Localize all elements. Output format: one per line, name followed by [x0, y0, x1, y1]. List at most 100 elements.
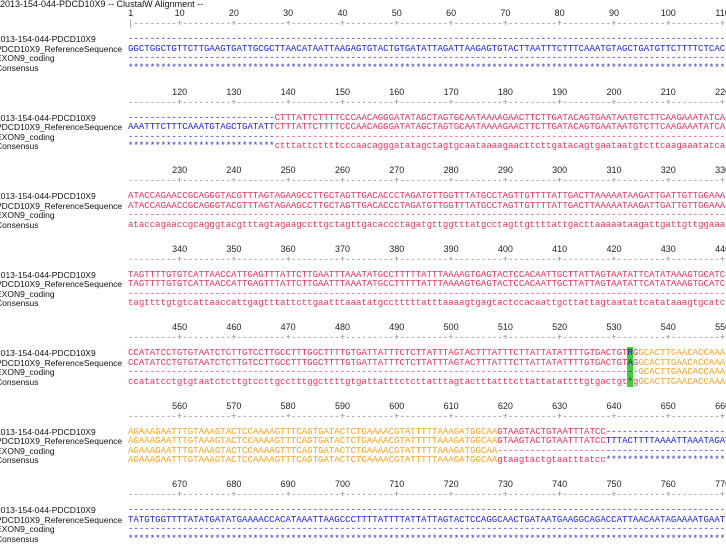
position-label: 640	[606, 400, 622, 411]
sequence-name[interactable]: 2013-154-044-PDCD10X9	[0, 191, 96, 201]
position-label: 740	[552, 479, 568, 489]
consensus-row[interactable]: Consensus AGAAAGAATTTGTAAAGTACTCCAAAAGTTT…	[0, 454, 726, 466]
sequence-name[interactable]: EXON9_coding	[0, 288, 55, 299]
sequence-text: AGAAAGAATTTGTAAAGTACTCCAAAAGTTTCAGTGATAC…	[128, 425, 725, 437]
sequence-name[interactable]: 2013-154-044-PDCD10X9	[0, 34, 96, 44]
sequence-name[interactable]: PDCD10X9_ReferenceSequence	[0, 279, 123, 289]
sequence-segment: AGAAAGAATTTGTAAAGTACTCCAAAAGTTTCAGTGATAC…	[128, 435, 498, 446]
query-row[interactable]: 2013-154-044-PDCD10X9 -------------------…	[0, 505, 726, 516]
exon-row[interactable]: EXON9_coding ----------------------------…	[0, 288, 726, 299]
sequence-segment: ****************************************…	[128, 532, 726, 544]
exon-row[interactable]: EXON9_coding ----------------------------…	[0, 130, 726, 142]
position-label: 100	[660, 8, 676, 18]
sequence-name[interactable]: EXON9_coding	[0, 131, 55, 142]
sequence-segment: GTAAGTACTGTAATTTATCC	[497, 425, 606, 437]
consensus-row[interactable]: Consensus tagttttgtgtcattaaccattgagtttatt…	[0, 298, 726, 309]
position-label: 380	[389, 243, 405, 254]
sequence-name[interactable]: EXON9_coding	[0, 210, 55, 220]
sequence-name[interactable]: Consensus	[0, 298, 39, 308]
sequence-segment: ***************************	[128, 140, 275, 151]
position-label: 330	[715, 165, 726, 175]
alignment-block: 1102030405060708090100110|--------+-----…	[0, 8, 726, 87]
alignment-block: 450460470480490500510520530540550-------…	[0, 322, 726, 401]
position-label: 630	[552, 400, 568, 411]
consensus-row[interactable]: Consensus *******************************…	[0, 61, 726, 73]
consensus-row[interactable]: Consensus ccatatcctgtgtaatctcttgtccttgcct…	[0, 375, 726, 387]
sequence-text: ----------------------------------------…	[128, 505, 725, 515]
position-ruler: ---------+---------+---------+---------+…	[128, 332, 726, 343]
query-row[interactable]: 2013-154-044-PDCD10X9 AGAAAGAATTTGTAAAGTA…	[0, 425, 726, 437]
query-row[interactable]: 2013-154-044-PDCD10X9 ATACCAGAACCGCAGGGTA…	[0, 190, 726, 202]
sequence-segment: ----------------------------------------…	[274, 130, 726, 142]
sequence-name[interactable]: 2013-154-044-PDCD10X9	[0, 269, 96, 280]
sequence-name[interactable]: Consensus	[0, 455, 39, 465]
query-row[interactable]: 2013-154-044-PDCD10X9 TAGTTTTGTGTCATTAACC…	[0, 269, 726, 280]
position-label: 750	[606, 479, 622, 489]
sequence-name[interactable]: PDCD10X9_ReferenceSequence	[0, 43, 123, 54]
consensus-row[interactable]: Consensus ataccagaaccgcagggtacgtttagtagaa…	[0, 219, 726, 230]
sequence-segment: --------------------	[497, 444, 606, 456]
position-label: 40	[337, 8, 348, 18]
sequence-text: GGCTGGCTGTTCTTGAAGTGATTGCGCTTAACATAATTAA…	[128, 43, 725, 54]
reference-row[interactable]: PDCD10X9_ReferenceSequence CCATATCCTGTGTA…	[0, 356, 726, 368]
sequence-name[interactable]: PDCD10X9_ReferenceSequence	[0, 357, 123, 368]
position-label: 150	[334, 86, 350, 97]
sequence-name[interactable]: PDCD10X9_ReferenceSequence	[0, 200, 123, 211]
position-label: 10	[174, 8, 185, 18]
reference-row[interactable]: PDCD10X9_ReferenceSequence TATGTGGTTTTATA…	[0, 514, 726, 525]
consensus-row[interactable]: Consensus ***************************cttt…	[0, 140, 726, 152]
sequence-name[interactable]: PDCD10X9_ReferenceSequence	[0, 514, 123, 525]
query-row[interactable]: 2013-154-044-PDCD10X9 CCATATCCTGTGTAATCTC…	[0, 347, 726, 358]
reference-row[interactable]: PDCD10X9_ReferenceSequence AGAAAGAATTTGTA…	[0, 435, 726, 447]
sequence-name[interactable]: Consensus	[0, 219, 39, 230]
reference-row[interactable]: PDCD10X9_ReferenceSequence AAATTTCTTTCAAA…	[0, 122, 726, 133]
sequence-name[interactable]: Consensus	[0, 62, 39, 73]
reference-row[interactable]: PDCD10X9_ReferenceSequence GGCTGGCTGTTCTT…	[0, 43, 726, 54]
position-label: 340	[172, 243, 188, 254]
position-ruler: ---------+---------+---------+---------+…	[128, 175, 726, 186]
sequence-name[interactable]: EXON9_coding	[0, 53, 55, 63]
sequence-name[interactable]: EXON9_coding	[0, 524, 55, 534]
exon-row[interactable]: EXON9_coding ----------------------------…	[0, 53, 726, 64]
sequence-name[interactable]: PDCD10X9_ReferenceSequence	[0, 436, 123, 446]
sequence-text: TAGTTTTGTGTCATTAACCATTGAGTTTATTCTTGAATTT…	[128, 269, 725, 280]
alignment-block: 340350360370380390400410420430440-------…	[0, 244, 726, 323]
sequence-name[interactable]: Consensus	[0, 141, 39, 151]
sequence-segment: **********************	[605, 454, 726, 465]
sequence-name[interactable]: 2013-154-044-PDCD10X9	[0, 426, 96, 437]
exon-row[interactable]: EXON9_coding ----------------------------…	[0, 366, 726, 377]
position-label: 230	[172, 165, 188, 175]
ruler-numbers: 230 240 250 260 270 280 290 300 310 320 330	[128, 165, 726, 175]
position-label: 540	[660, 322, 676, 332]
ruler-numbers: 340 350 360 370 380 390 400 410 420 430 440	[128, 244, 726, 254]
sequence-name[interactable]: EXON9_coding	[0, 367, 55, 377]
sequence-name[interactable]: Consensus	[0, 533, 39, 544]
exon-row[interactable]: EXON9_coding ----------------------------…	[0, 210, 726, 221]
sequence-name[interactable]: EXON9_coding	[0, 445, 55, 456]
exon-row[interactable]: EXON9_coding AGAAAGAATTTGTAAAGTACTCCAAAAG…	[0, 444, 726, 456]
sequence-text: ----------------------------------------…	[128, 130, 726, 142]
sequence-segment: ATACCAGAACCGCAGGGTACGTTTAGTAGAAGCCTTGCTA…	[128, 190, 726, 201]
sequence-name[interactable]: 2013-154-044-PDCD10X9	[0, 505, 96, 515]
highlighted-variant: -	[627, 366, 633, 377]
consensus-row[interactable]: Consensus *******************************…	[0, 532, 726, 544]
sequence-segment: ****************************************…	[128, 61, 726, 73]
exon-row[interactable]: EXON9_coding ----------------------------…	[0, 524, 726, 535]
sequence-name[interactable]: 2013-154-044-PDCD10X9	[0, 348, 96, 358]
sequence-segment: ccatatcctgtgtaatctcttgtccttgcctttggctttt…	[128, 375, 628, 387]
position-label: 440	[715, 243, 726, 254]
sequence-segment: ctttattcttttcccaacagggatatagctagtgcaataa…	[274, 140, 726, 151]
reference-row[interactable]: PDCD10X9_ReferenceSequence TAGTTTTGTGTCAT…	[0, 279, 726, 290]
query-row[interactable]: 2013-154-044-PDCD10X9 -------------------…	[0, 111, 726, 123]
query-row[interactable]: 2013-154-044-PDCD10X9 -------------------…	[0, 34, 726, 45]
sequence-name[interactable]: Consensus	[0, 376, 39, 387]
position-label: 570	[226, 400, 242, 411]
position-label: 650	[660, 400, 676, 411]
sequence-segment: AGAAAGAATTTGTAAAGTACTCCAAAAGTTTCAGTGATAC…	[128, 444, 498, 456]
sequence-name[interactable]: 2013-154-044-PDCD10X9	[0, 112, 96, 123]
sequence-segment: CTTTATTCTTTTCCCAACAGGGATATAGCTAGTGCAATAA…	[274, 111, 726, 123]
ruler-numbers: 560 570 580 590 600 610 620 630 640 650 660	[128, 401, 726, 411]
sequence-name[interactable]: PDCD10X9_ReferenceSequence	[0, 122, 123, 132]
position-label: 770	[715, 479, 726, 489]
reference-row[interactable]: PDCD10X9_ReferenceSequence ATACCAGAACCGCA…	[0, 200, 726, 211]
